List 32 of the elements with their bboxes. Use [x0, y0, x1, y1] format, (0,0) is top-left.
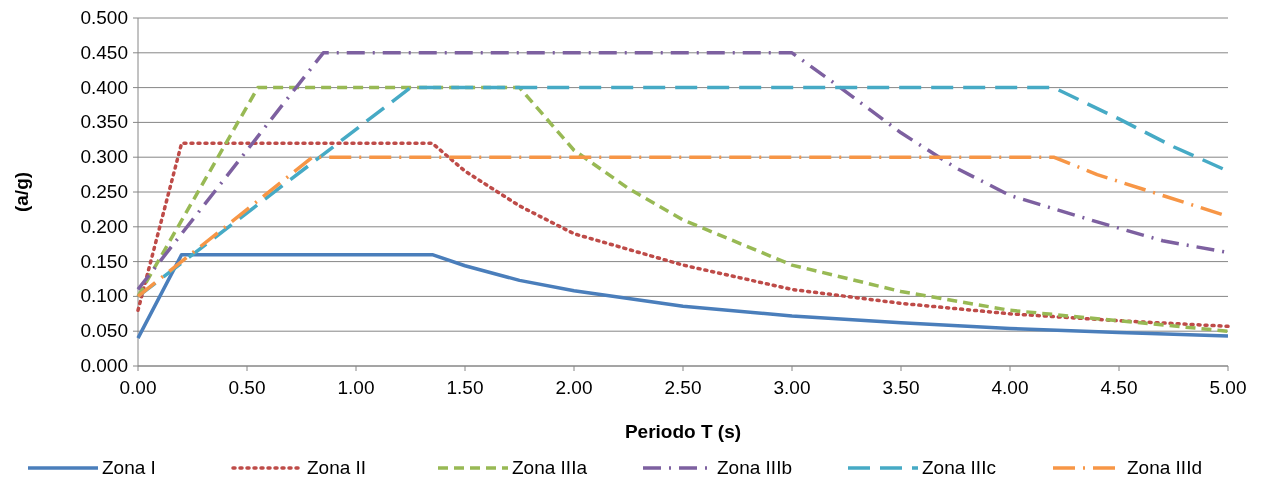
x-tick-label: 4.50: [1100, 377, 1138, 398]
legend-label: Zona IIIa: [512, 457, 588, 478]
y-tick-label: 0.150: [80, 250, 128, 272]
legend-label: Zona IIIc: [922, 457, 996, 478]
y-axis-title: (a/g): [11, 171, 32, 213]
x-tick-label: 1.00: [337, 377, 375, 398]
x-tick-label: 3.50: [882, 377, 920, 398]
x-tick-label: 2.00: [555, 377, 593, 398]
y-tick-label: 0.350: [80, 111, 128, 133]
x-tick-label: 5.00: [1209, 377, 1247, 398]
x-tick-label: 4.00: [991, 377, 1029, 398]
x-axis-title: Periodo T (s): [624, 421, 742, 442]
y-tick-label: 0.050: [80, 320, 128, 342]
legend-label: Zona IIIb: [717, 457, 792, 478]
legend-label: Zona IIId: [1127, 457, 1202, 478]
y-tick-label: 0.450: [80, 41, 128, 63]
y-tick-label: 0.250: [80, 181, 128, 202]
x-tick-label: 0.00: [119, 377, 157, 398]
y-tick-label: 0.100: [80, 285, 128, 307]
x-tick-label: 1.50: [446, 377, 484, 398]
x-tick-label: 2.50: [664, 377, 702, 398]
y-tick-label: 0.500: [80, 7, 128, 28]
legend-label: Zona II: [307, 457, 367, 478]
y-tick-label: 0.200: [80, 215, 128, 237]
line-series: [136, 252, 1230, 340]
legend-label: Zona I: [102, 457, 156, 478]
x-tick-label: 0.50: [228, 377, 266, 398]
y-tick-label: 0.400: [80, 76, 128, 98]
line-series: [136, 141, 1230, 329]
y-tick-label: 0.000: [80, 355, 128, 376]
y-tick-label: 0.300: [80, 146, 128, 168]
x-tick-label: 3.00: [773, 377, 811, 398]
